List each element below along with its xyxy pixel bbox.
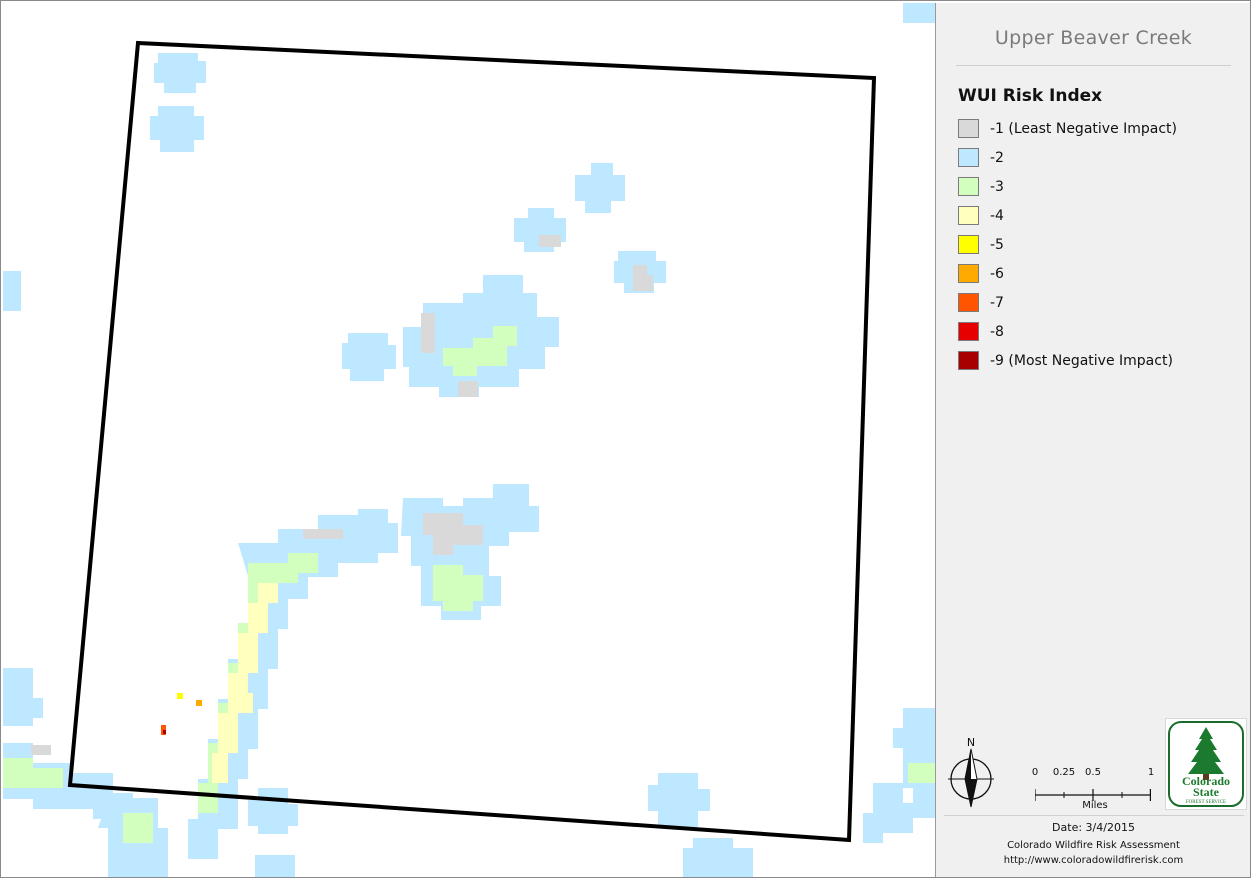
scale-tick-0-25: 0.25 xyxy=(1052,767,1076,778)
legend-label: -5 xyxy=(990,237,1004,253)
scale-bar-line xyxy=(1035,789,1151,801)
csfs-logo: Colorado State FOREST SERVICE xyxy=(1165,718,1247,810)
wui-hotspots xyxy=(161,693,202,735)
map-canvas[interactable] xyxy=(3,3,935,877)
map-date: Date: 3/4/2015 xyxy=(1052,821,1135,834)
scale-units: Miles xyxy=(1082,800,1108,811)
legend-panel: Upper Beaver Creek WUI Risk Index -1 (Le… xyxy=(935,3,1250,877)
legend-swatch xyxy=(958,119,979,138)
map-title: Upper Beaver Creek xyxy=(994,27,1193,49)
wui-class-2-areas xyxy=(3,3,935,877)
map-org: Colorado Wildfire Risk Assessment xyxy=(1007,840,1180,851)
legend-label: -8 xyxy=(990,324,1004,340)
legend-swatch xyxy=(958,293,979,312)
wui-class-3-areas xyxy=(3,326,935,843)
north-arrow-icon: N xyxy=(948,736,994,808)
legend-label: -3 xyxy=(990,179,1004,195)
wui-class-4-areas xyxy=(212,583,278,783)
wui-class-1-areas xyxy=(31,235,653,755)
legend-label: -1 (Least Negative Impact) xyxy=(990,121,1178,137)
legend-title: WUI Risk Index xyxy=(958,86,1103,106)
logo-line2: State xyxy=(1193,785,1220,799)
legend-label: -6 xyxy=(990,266,1004,282)
scale-tick-0-5: 0.5 xyxy=(1085,767,1101,778)
scale-tick-1: 1 xyxy=(1147,767,1155,778)
footer-divider xyxy=(944,815,1244,816)
tree-logo-icon: Colorado State FOREST SERVICE xyxy=(1168,721,1244,807)
title-divider xyxy=(956,65,1231,66)
scale-tick-0: 0 xyxy=(1031,767,1039,778)
legend-swatch xyxy=(958,148,979,167)
legend-swatch xyxy=(958,206,979,225)
legend-swatch xyxy=(958,351,979,370)
legend-swatch xyxy=(958,177,979,196)
study-area-boundary xyxy=(67,40,877,843)
legend-label: -4 xyxy=(990,208,1004,224)
north-label: N xyxy=(967,736,975,749)
risk-map-svg xyxy=(3,3,935,877)
legend-label: -9 (Most Negative Impact) xyxy=(990,353,1173,369)
logo-line3: FOREST SERVICE xyxy=(1186,800,1226,805)
legend-swatch xyxy=(958,264,979,283)
legend-label: -7 xyxy=(990,295,1004,311)
map-url[interactable]: http://www.coloradowildfirerisk.com xyxy=(1003,855,1184,866)
legend-swatch xyxy=(958,235,979,254)
legend-label: -2 xyxy=(990,150,1004,166)
logo-line1: Colorado xyxy=(1182,774,1230,788)
scale-bar: 0 0.25 0.5 1 Miles xyxy=(1030,767,1160,817)
legend-swatch xyxy=(958,322,979,341)
